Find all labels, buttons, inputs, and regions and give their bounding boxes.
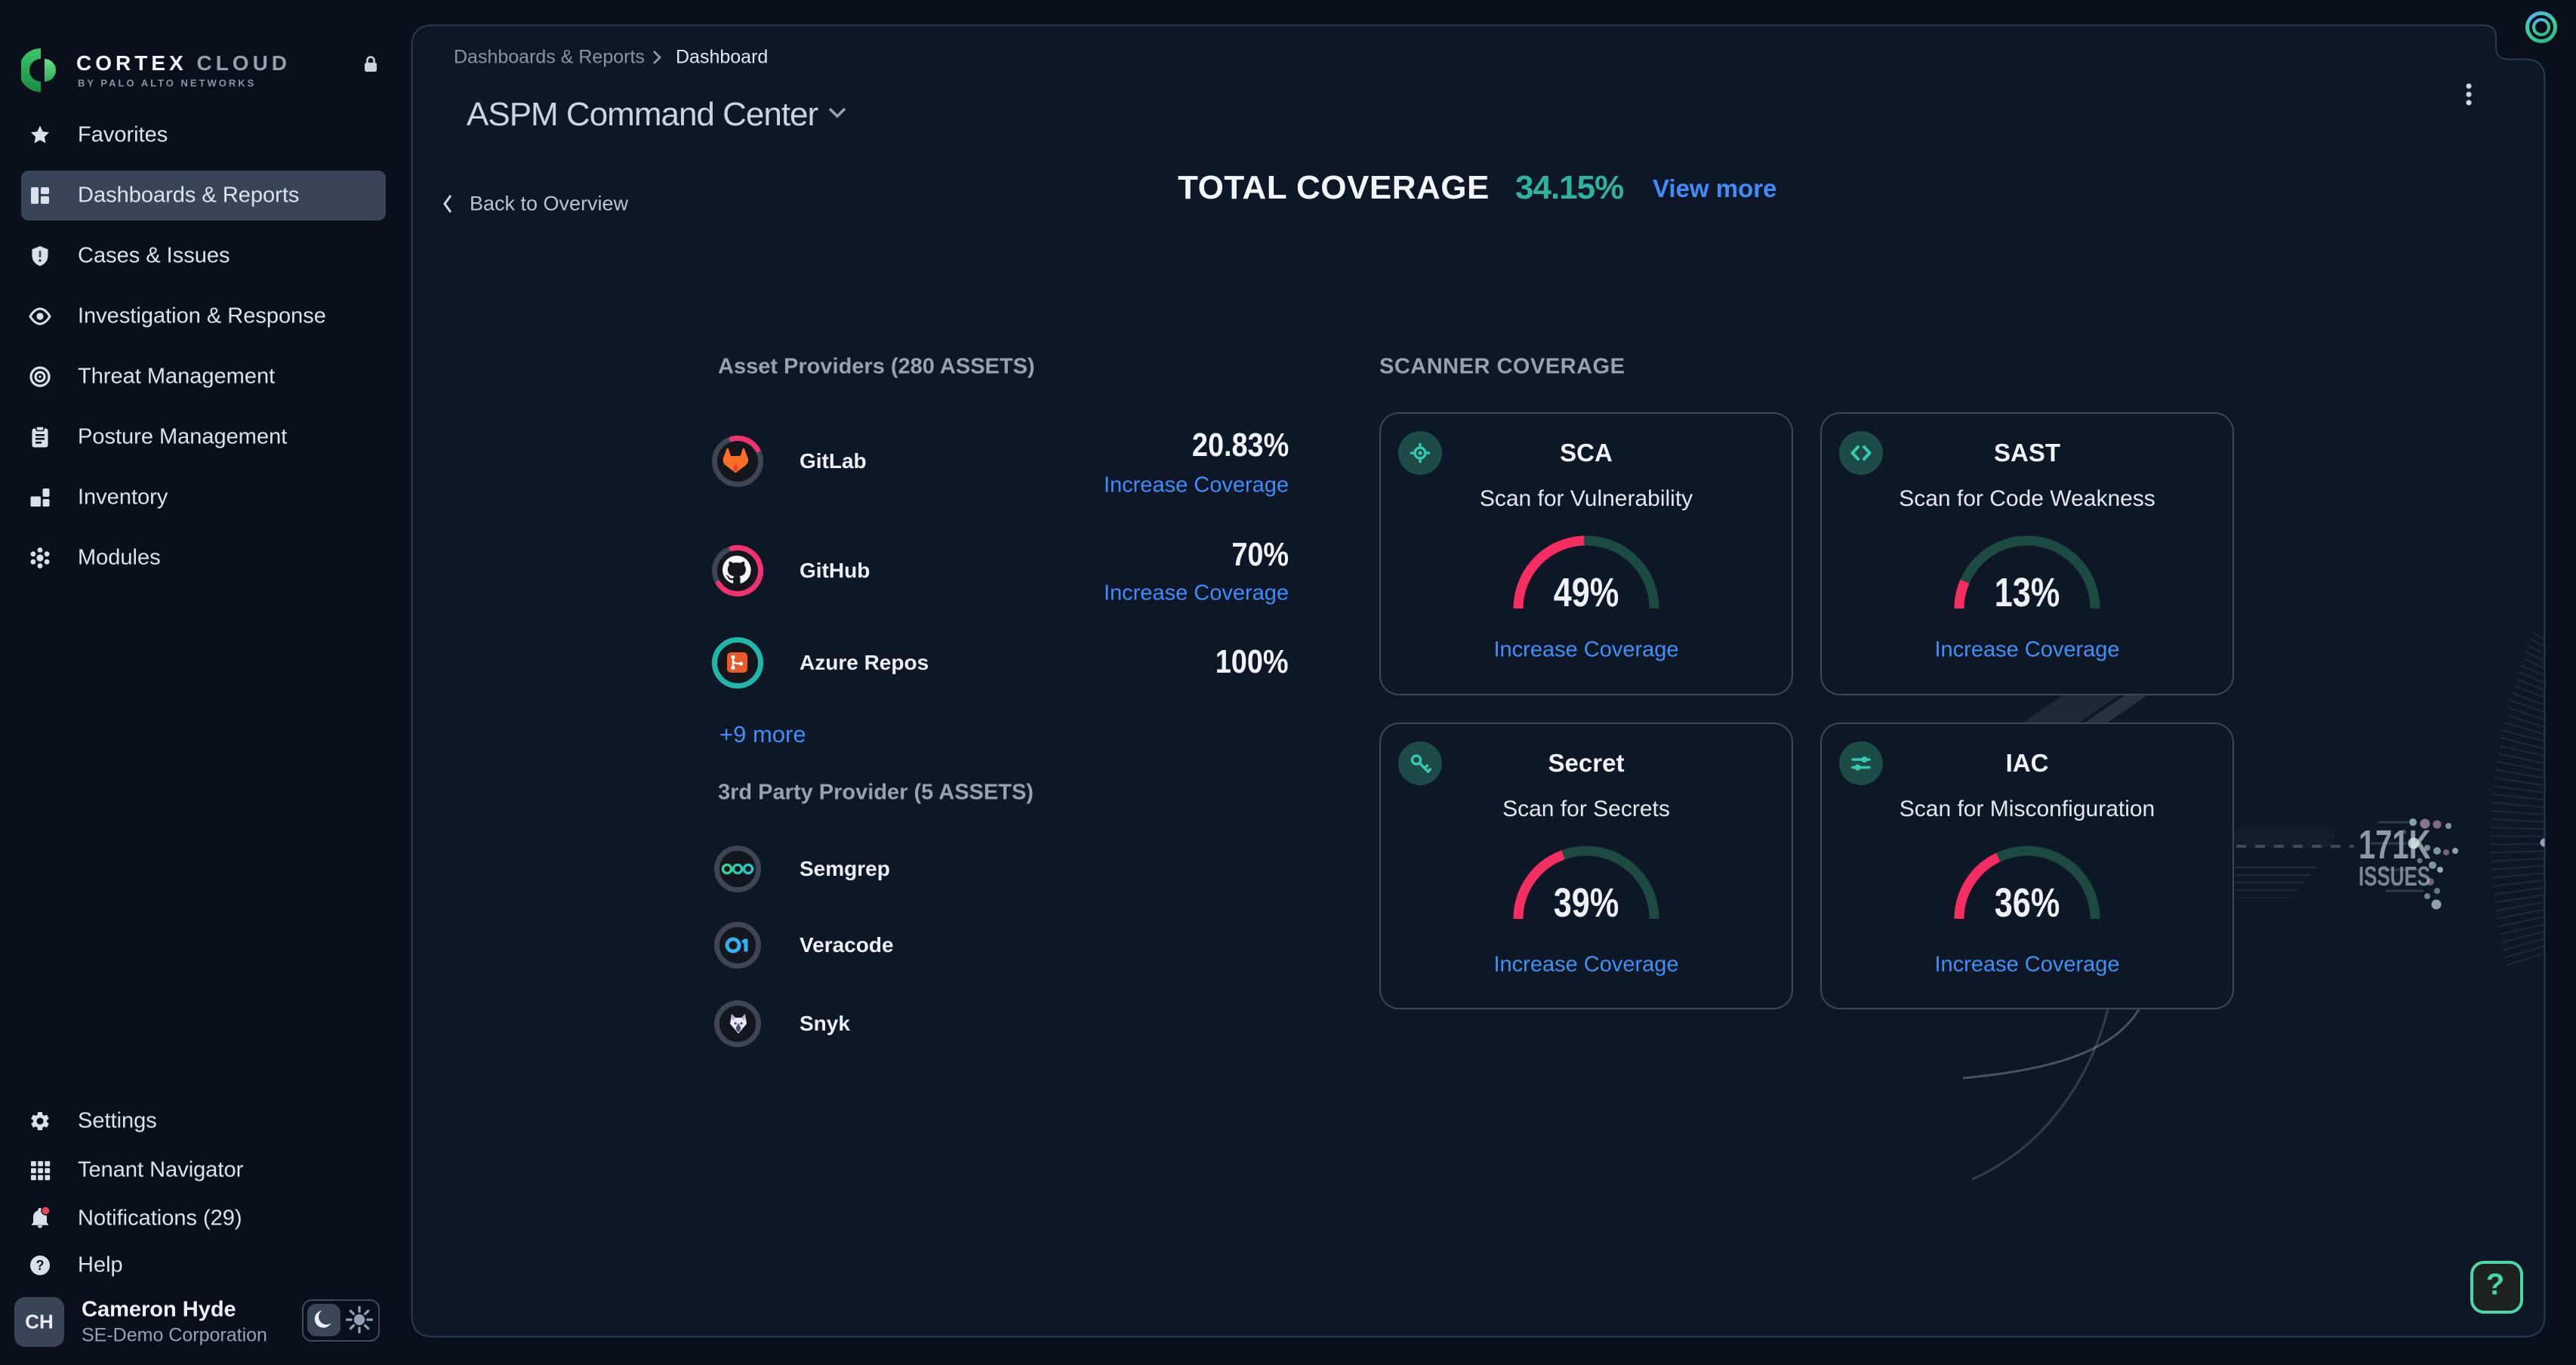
svg-text:?: ? (36, 1258, 45, 1273)
